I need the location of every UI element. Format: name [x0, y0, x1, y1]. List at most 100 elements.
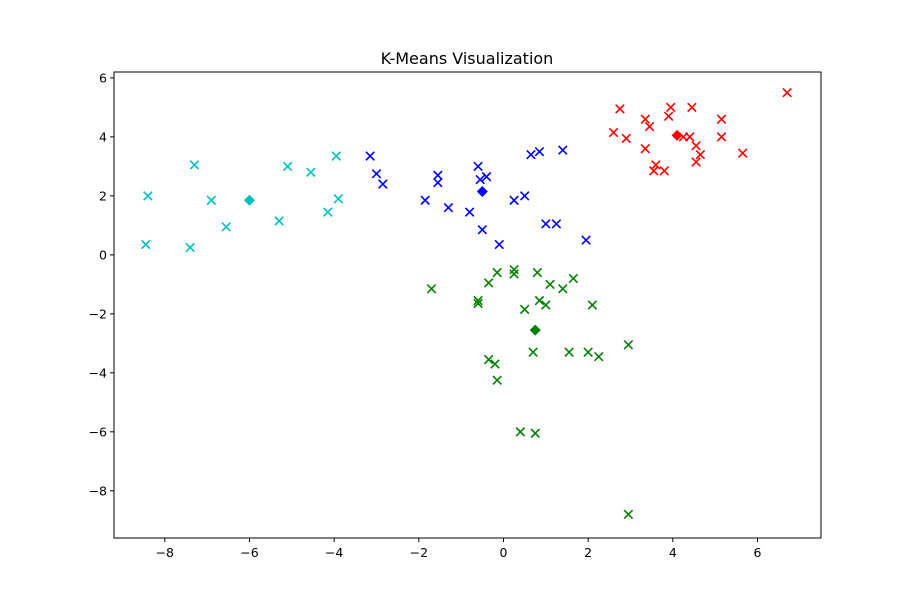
data-point	[663, 111, 674, 122]
data-point	[782, 87, 792, 98]
data-point	[481, 171, 492, 182]
data-point	[665, 102, 676, 113]
data-point	[143, 191, 153, 201]
chart-title: K-Means Visualization	[381, 49, 554, 68]
x-axis: −8 −6 −4 −2 0 2 4 6	[156, 538, 762, 560]
data-point	[528, 347, 538, 357]
data-point	[433, 177, 443, 188]
x-tick-label: 2	[584, 545, 592, 560]
data-point	[306, 167, 316, 178]
data-point	[545, 279, 555, 290]
data-point	[581, 235, 591, 245]
data-point	[282, 161, 293, 172]
y-tick-label: −8	[89, 483, 107, 498]
data-point	[534, 295, 545, 306]
data-point	[564, 347, 574, 357]
y-tick-label: −4	[89, 365, 107, 380]
data-point	[365, 151, 375, 161]
data-point	[608, 127, 619, 138]
data-point	[509, 195, 519, 206]
data-point	[206, 195, 217, 206]
data-point	[583, 347, 593, 357]
data-point	[640, 114, 651, 124]
data-point	[477, 225, 488, 235]
axes-frame	[113, 71, 822, 539]
y-tick-label: −6	[89, 424, 107, 439]
y-axis: −8 −6 −4 −2 0 2 4 6	[89, 70, 114, 498]
y-tick-label: 4	[99, 129, 107, 144]
data-point	[492, 375, 502, 385]
centroid-marker	[476, 185, 488, 197]
data-point	[541, 219, 551, 229]
data-point	[557, 145, 568, 155]
data-point	[420, 195, 430, 206]
data-point	[649, 166, 659, 176]
data-point	[530, 428, 541, 439]
centroid-marker	[243, 194, 255, 206]
data-point	[519, 304, 530, 315]
centroid-marker	[671, 129, 683, 141]
y-tick-label: −2	[89, 306, 107, 321]
data-point	[541, 300, 551, 310]
data-point	[473, 161, 483, 172]
data-point	[473, 298, 483, 309]
data-point	[274, 216, 284, 226]
data-point	[737, 148, 748, 158]
data-point	[557, 284, 568, 294]
data-point	[691, 157, 701, 167]
data-point	[568, 273, 579, 284]
data-point	[221, 222, 231, 232]
data-point	[659, 166, 670, 176]
y-tick-label: 0	[99, 247, 107, 262]
data-point	[490, 359, 500, 369]
x-tick-label: −6	[240, 545, 258, 560]
data-point	[716, 132, 727, 142]
data-point	[464, 207, 475, 217]
cluster-0	[608, 87, 792, 176]
data-point	[687, 102, 697, 113]
data-point	[623, 340, 634, 350]
data-point	[716, 114, 727, 124]
plot-area	[140, 87, 792, 520]
x-tick-label: −4	[325, 545, 343, 560]
data-point	[532, 267, 543, 278]
data-point	[534, 146, 545, 157]
data-point	[378, 179, 388, 189]
data-point	[473, 295, 483, 306]
data-point	[621, 133, 632, 144]
data-point	[695, 149, 706, 160]
data-point	[323, 207, 333, 217]
y-tick-label: 2	[99, 188, 107, 203]
data-point	[551, 219, 562, 229]
x-tick-label: 0	[500, 545, 508, 560]
cluster-2	[140, 151, 344, 253]
data-point	[615, 104, 625, 114]
data-point	[331, 151, 342, 161]
x-tick-label: 6	[754, 545, 762, 560]
data-point	[140, 239, 151, 250]
x-tick-label: 4	[669, 545, 677, 560]
data-point	[587, 300, 598, 310]
data-point	[333, 194, 344, 204]
centroid-marker	[529, 324, 541, 336]
data-point	[515, 427, 526, 437]
data-point	[509, 269, 519, 279]
cluster-1	[365, 145, 591, 250]
data-point	[509, 264, 519, 275]
data-point	[494, 239, 505, 250]
y-tick-label: 6	[99, 70, 107, 85]
data-point	[623, 509, 634, 520]
data-point	[189, 160, 200, 170]
data-point	[185, 242, 195, 253]
data-point	[371, 168, 382, 179]
data-point	[519, 191, 530, 201]
data-point	[426, 284, 437, 294]
data-point	[483, 278, 494, 288]
data-point	[526, 149, 536, 160]
data-point	[492, 267, 502, 278]
data-point	[593, 351, 604, 362]
data-point	[443, 202, 454, 213]
data-point	[691, 140, 701, 151]
